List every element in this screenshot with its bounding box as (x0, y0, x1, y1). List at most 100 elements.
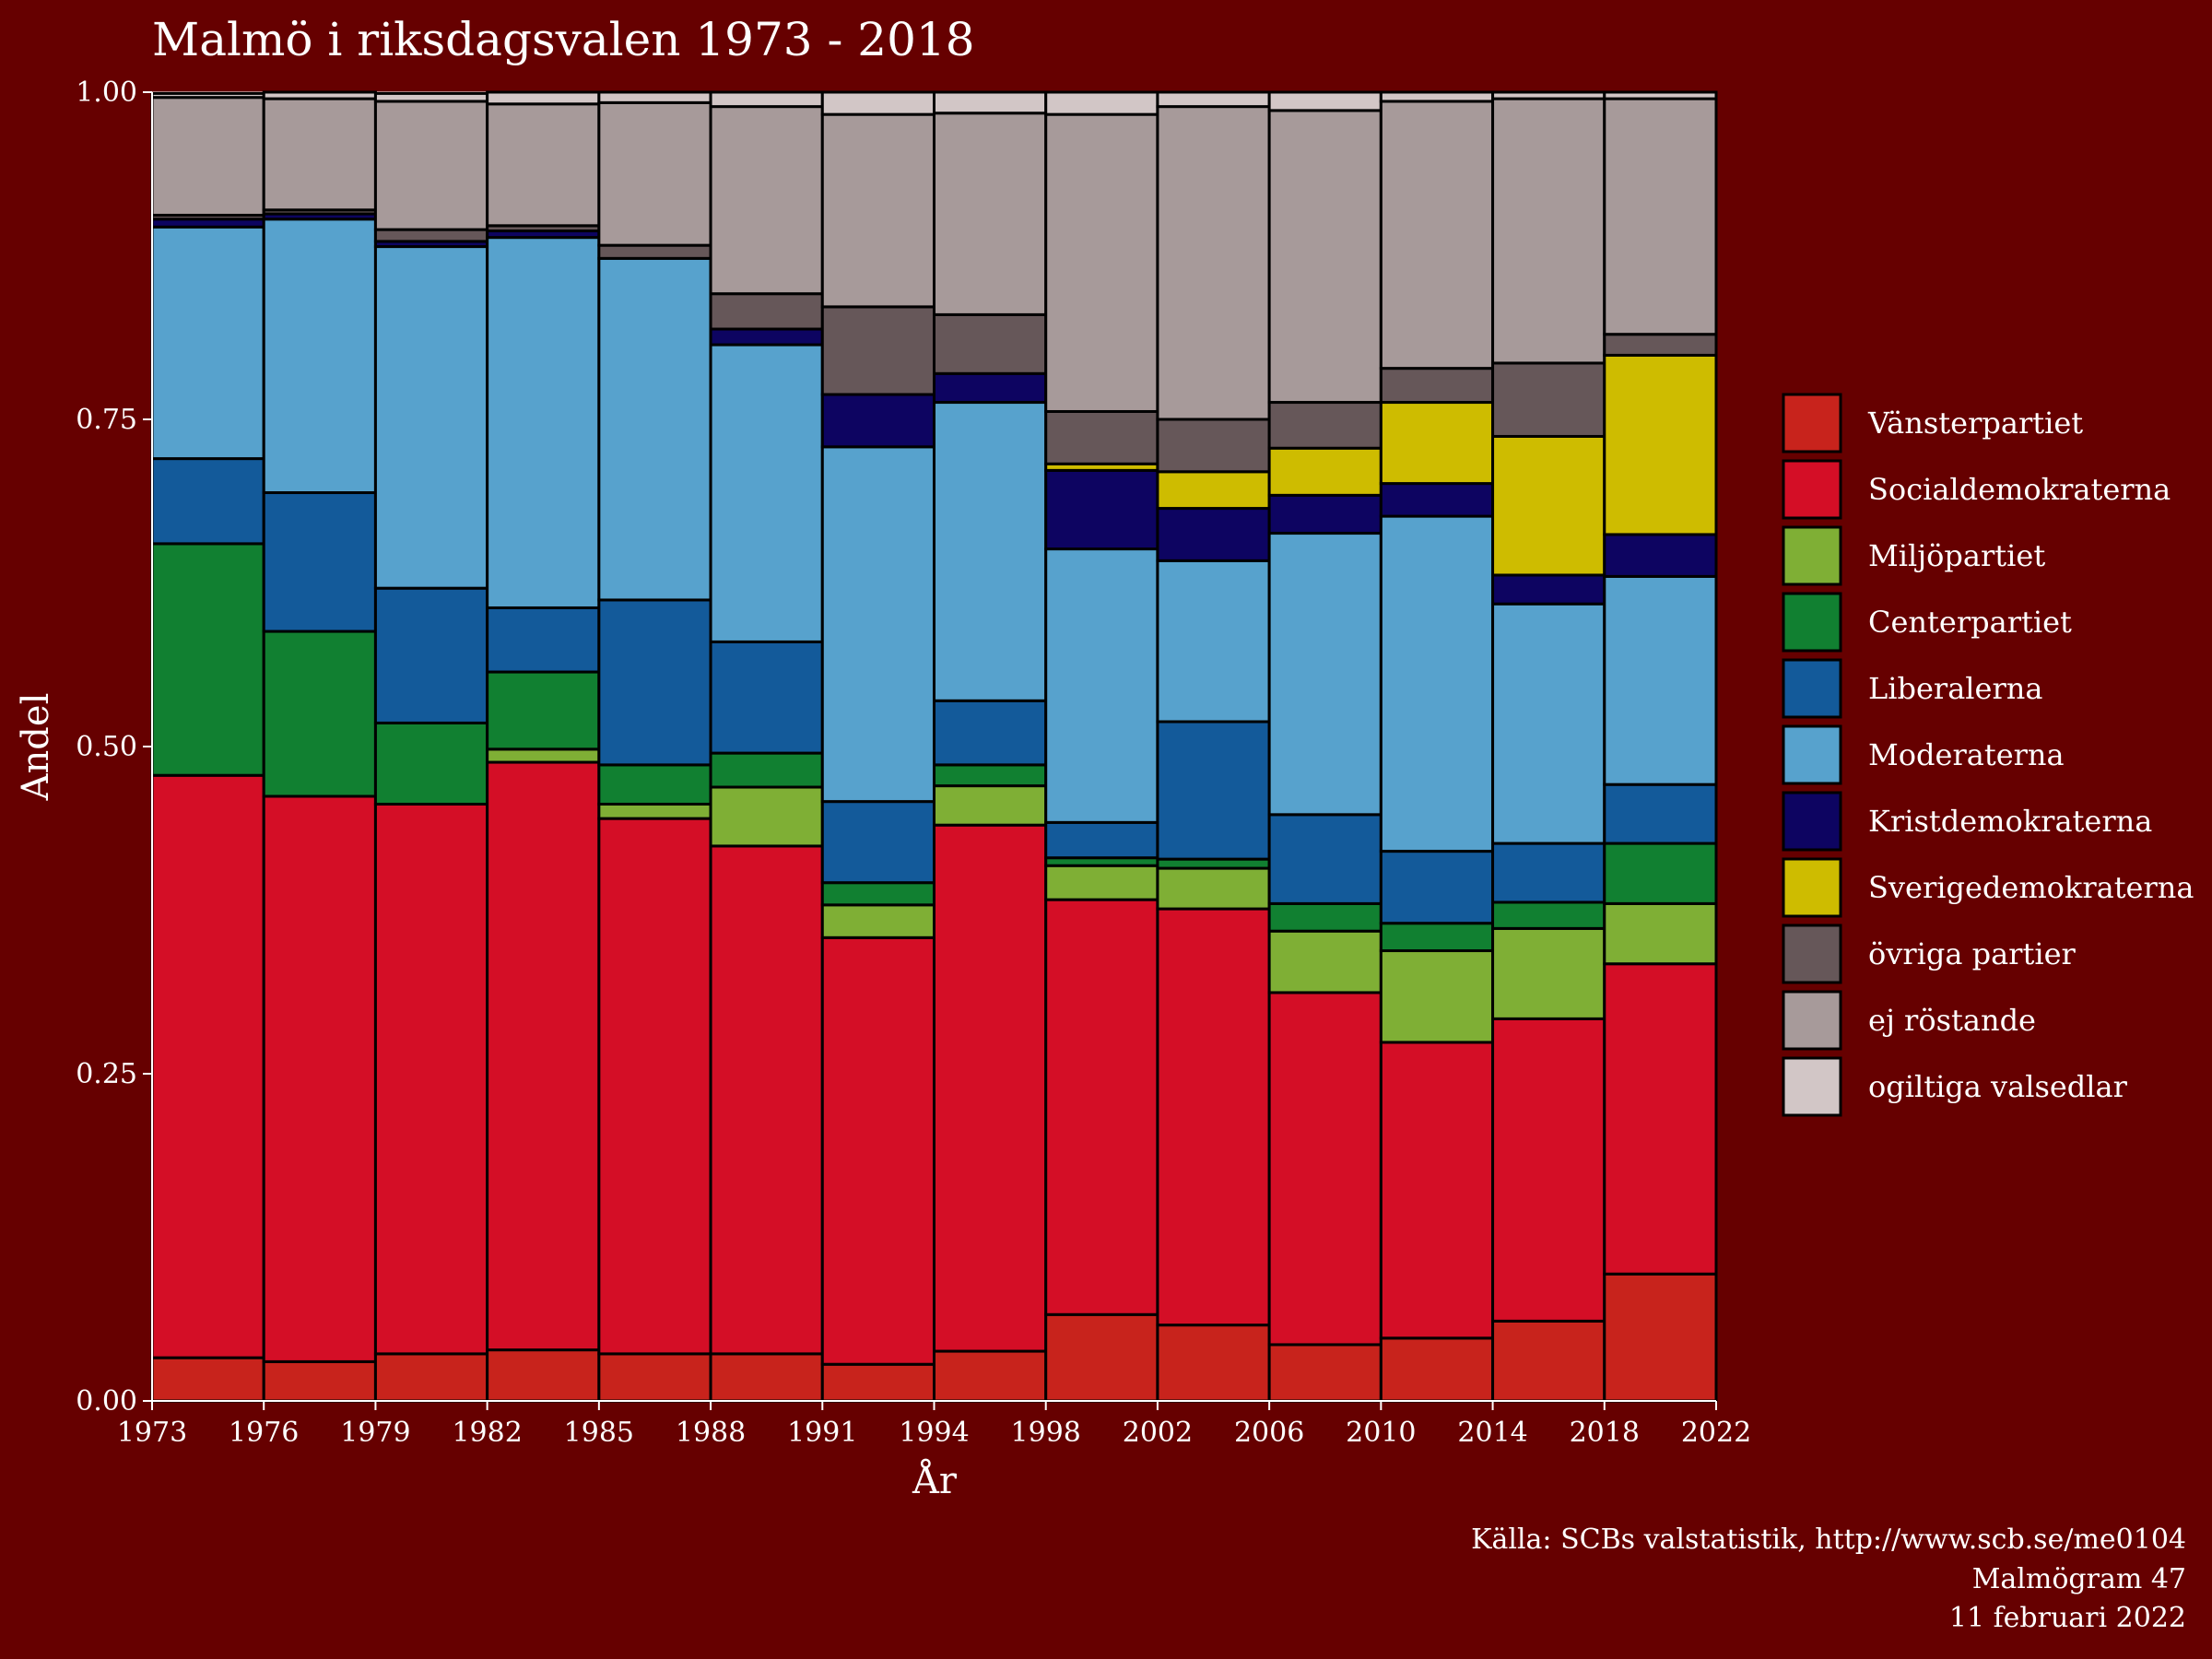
bar-segment-2018-8 (1603, 333, 1718, 357)
bar-segment-1998-2 (1044, 864, 1159, 901)
legend-swatch-8 (1782, 924, 1842, 984)
bar-segment-1985-9 (597, 100, 712, 247)
bar-segment-2018-7 (1603, 353, 1718, 536)
legend-label-2: Miljöpartiet (1868, 538, 2045, 573)
bar-segment-2018-9 (1603, 97, 1718, 336)
bar-segment-2018-0 (1603, 1272, 1718, 1403)
legend-label-7: Sverigedemokraterna (1868, 870, 2194, 905)
bar-segment-1994-0 (933, 1349, 1048, 1403)
bar-segment-1994-5 (933, 401, 1048, 702)
bar-segment-2010-8 (1379, 367, 1495, 405)
bar-segment-1979-4 (373, 586, 489, 724)
legend-swatch-7 (1782, 857, 1842, 918)
x-tick-label-12: 2014 (1457, 1417, 1527, 1449)
bar-segment-2002-9 (1156, 105, 1271, 421)
bar-segment-2002-10 (1156, 90, 1271, 109)
bar-segment-1994-10 (933, 90, 1048, 115)
bar-segment-2006-0 (1267, 1343, 1382, 1403)
y-tick-label-0: 0.00 (76, 1385, 137, 1418)
x-tick-label-2: 1979 (340, 1417, 410, 1449)
bar-segment-2018-10 (1603, 90, 1718, 100)
bar-segment-1979-1 (373, 802, 489, 1356)
bar-segment-2006-4 (1267, 813, 1382, 905)
x-tick-label-11: 2010 (1346, 1417, 1416, 1449)
bar-segment-1979-9 (373, 100, 489, 231)
bar-segment-1988-3 (709, 751, 824, 789)
bar-segment-2010-6 (1379, 482, 1495, 518)
bar-segment-2014-7 (1491, 434, 1606, 577)
bar-segment-2006-7 (1267, 446, 1382, 497)
bar-segment-2014-5 (1491, 602, 1606, 845)
bar-segment-1982-2 (486, 747, 601, 764)
legend-swatch-9 (1782, 990, 1842, 1051)
bar-segment-2014-9 (1491, 97, 1606, 365)
bar-segment-2010-3 (1379, 922, 1495, 953)
bar-segment-2014-0 (1491, 1319, 1606, 1403)
x-axis-title: År (912, 1459, 958, 1502)
bar-segment-1988-5 (709, 343, 824, 643)
legend-swatch-6 (1782, 791, 1842, 852)
bar-segment-1988-10 (709, 90, 824, 109)
bar-segment-1982-10 (486, 90, 601, 106)
bar-segment-1976-0 (262, 1359, 377, 1403)
bar-segment-2002-6 (1156, 507, 1271, 562)
bar-segment-2014-4 (1491, 841, 1606, 904)
bar-segment-2010-1 (1379, 1041, 1495, 1340)
bar-segment-1988-0 (709, 1352, 824, 1403)
legend-label-9: ej röstande (1868, 1003, 2036, 1038)
bar-segment-1994-3 (933, 763, 1048, 788)
bar-segment-1988-1 (709, 844, 824, 1356)
bar-segment-2010-9 (1379, 100, 1495, 371)
bar-segment-1982-4 (486, 606, 601, 674)
bar-segment-1998-6 (1044, 468, 1159, 551)
bar-segment-1982-9 (486, 102, 601, 228)
bar-segment-1979-8 (373, 228, 489, 243)
x-tick-label-0: 1973 (117, 1417, 187, 1449)
bar-segment-1985-5 (597, 256, 712, 602)
bar-segment-1991-9 (820, 112, 935, 309)
bar-segment-2014-10 (1491, 90, 1606, 100)
bar-segment-1985-1 (597, 817, 712, 1356)
caption-source: Källa: SCBs valstatistik, http://www.scb… (1471, 1524, 2186, 1556)
bar-segment-2010-7 (1379, 401, 1495, 486)
bar-segment-2018-6 (1603, 533, 1718, 578)
x-tick-label-1: 1976 (229, 1417, 299, 1449)
bar-segment-1994-8 (933, 312, 1048, 375)
bar-segment-2002-7 (1156, 470, 1271, 511)
x-axis-ticks: 1973 1976 1979 1982 1985 1988 1991 1994 1998 2002… (117, 1401, 1751, 1449)
bar-segment-1998-0 (1044, 1312, 1159, 1403)
y-axis-title: Andel (15, 693, 57, 802)
bar-segment-1991-6 (820, 393, 935, 449)
bar-segment-1985-10 (597, 90, 712, 104)
bar-segment-1991-8 (820, 305, 935, 396)
legend-label-8: övriga partier (1868, 936, 2077, 971)
bar-segment-1994-1 (933, 823, 1048, 1353)
x-tick-label-9: 2002 (1123, 1417, 1193, 1449)
bar-segment-1976-1 (262, 794, 377, 1363)
bar-segment-1988-6 (709, 327, 824, 347)
x-tick-label-8: 1998 (1011, 1417, 1081, 1449)
bar-segment-2010-4 (1379, 850, 1495, 925)
bar-segment-2002-0 (1156, 1324, 1271, 1403)
bar-segment-1998-8 (1044, 409, 1159, 465)
bar-segment-1985-0 (597, 1352, 712, 1403)
bar-segment-2010-5 (1379, 514, 1495, 853)
bar-segment-1991-0 (820, 1362, 935, 1403)
bar-segment-2010-0 (1379, 1336, 1495, 1403)
bar-segment-1998-1 (1044, 898, 1159, 1316)
bar-segment-2002-8 (1156, 418, 1271, 474)
legend-label-3: Centerpartiet (1868, 605, 2072, 640)
bar-segment-1982-0 (486, 1348, 601, 1403)
y-tick-label-2: 0.50 (76, 731, 137, 763)
y-tick-label-3: 0.75 (76, 404, 137, 436)
bar-segment-1991-1 (820, 935, 935, 1366)
bar-segment-1976-10 (262, 90, 377, 100)
bar-segment-2002-4 (1156, 720, 1271, 861)
bar-segment-2014-6 (1491, 573, 1606, 606)
bar-segment-2018-1 (1603, 962, 1718, 1276)
bar-segment-1998-4 (1044, 820, 1159, 860)
legend-label-4: Liberalerna (1868, 671, 2042, 706)
bar-segment-2014-3 (1491, 900, 1606, 930)
bar-segment-2018-4 (1603, 782, 1718, 845)
